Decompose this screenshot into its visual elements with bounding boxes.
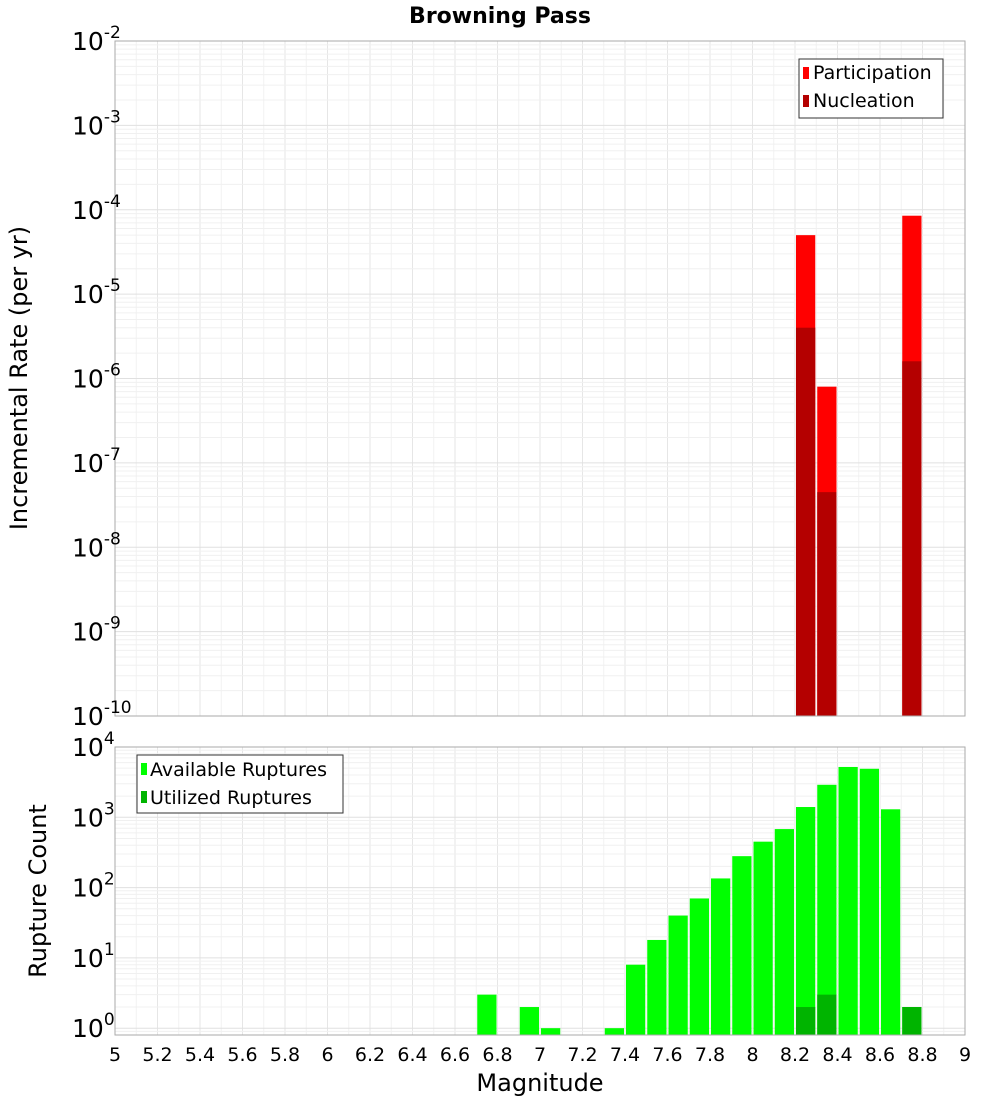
legend-label-utilized-ruptures: Utilized Ruptures [150, 787, 312, 809]
bottom-series-a-bar [732, 856, 752, 1035]
bottom-series-a-bar [817, 784, 837, 1035]
bottom-series-a-bar [477, 994, 497, 1035]
top-bars [796, 215, 922, 716]
x-tick-label: 6.8 [482, 1044, 512, 1066]
x-tick-label: 6.4 [397, 1044, 427, 1066]
y-tick-label: 10-6 [72, 361, 121, 394]
bottom-series-a-bar [626, 964, 646, 1035]
x-tick-label: 7.2 [567, 1044, 597, 1066]
bottom-series-a-bar [647, 939, 667, 1035]
y-tick-label: 10-2 [72, 23, 121, 56]
bottom-panel: 100 101 102 103 104 5 5.2 5.4 5.6 5.8 6 6.2 6.4 6.6 6… [24, 729, 971, 1097]
x-tick-label: 7.8 [695, 1044, 725, 1066]
bottom-series-a-bar [753, 841, 773, 1035]
x-tick-label: 8.8 [907, 1044, 937, 1066]
top-series-b-bar [902, 361, 922, 716]
y-tick-label: 10-5 [72, 276, 121, 309]
y-tick-label: 103 [72, 799, 115, 832]
legend-swatch-available-ruptures [141, 763, 147, 775]
x-tick-label: 5 [109, 1044, 121, 1066]
bottom-series-a-bar [541, 1028, 561, 1035]
legend-swatch-participation [803, 67, 809, 79]
bottom-series-a-bar [838, 766, 858, 1035]
bottom-series-b-bar [902, 1007, 922, 1035]
x-tick-label: 6 [321, 1044, 333, 1066]
x-tick-label: 8 [746, 1044, 758, 1066]
legend-swatch-utilized-ruptures [141, 791, 147, 803]
x-tick-label: 5.4 [185, 1044, 215, 1066]
bottom-series-a-bar [519, 1007, 539, 1035]
y-tick-label: 10-9 [72, 614, 121, 647]
legend-label-nucleation: Nucleation [813, 90, 915, 112]
x-tick-label: 8.6 [865, 1044, 895, 1066]
x-tick-label: 8.2 [780, 1044, 810, 1066]
top-legend-box [798, 58, 944, 119]
y-tick-label: 10-3 [72, 107, 121, 140]
x-tick-label: 5.6 [227, 1044, 257, 1066]
y-tick-label: 100 [72, 1010, 115, 1043]
x-axis-label: Magnitude [476, 1069, 603, 1097]
bottom-series-b-bar [817, 994, 837, 1035]
x-tick-label: 9 [959, 1044, 971, 1066]
x-tick-label: 6.6 [440, 1044, 470, 1066]
legend-label-available-ruptures: Available Ruptures [150, 759, 327, 781]
bottom-series-a-bar [796, 807, 816, 1035]
top-plot-border [114, 40, 966, 717]
bottom-series-a-bar [859, 768, 879, 1035]
bottom-bars [477, 766, 922, 1035]
top-y-axis-label: Incremental Rate (per yr) [5, 226, 33, 530]
y-tick-label: 102 [72, 870, 115, 903]
top-legend: Participation Nucleation [798, 58, 944, 119]
bottom-y-tick-labels: 100 101 102 103 104 [72, 729, 115, 1043]
bottom-plot-border [114, 746, 966, 1036]
top-gridlines [114, 41, 966, 717]
bottom-legend: Available Ruptures Utilized Ruptures [136, 754, 344, 814]
x-tick-label: 7.6 [652, 1044, 682, 1066]
bottom-series-a-bar [668, 915, 688, 1035]
y-tick-label: 104 [72, 729, 115, 762]
y-tick-label: 10-4 [72, 192, 121, 225]
x-tick-label: 5.2 [142, 1044, 172, 1066]
bottom-legend-box [136, 754, 344, 814]
bottom-series-a-bar [689, 898, 709, 1035]
bottom-series-a-bar [604, 1028, 624, 1035]
legend-swatch-nucleation [803, 95, 809, 107]
top-series-b-bar [796, 327, 816, 716]
x-tick-label: 8.4 [822, 1044, 852, 1066]
bottom-series-a-bar [881, 809, 901, 1035]
bottom-series-a-bar [711, 878, 731, 1035]
top-series-b-bar [817, 492, 837, 716]
chart-title: Browning Pass [409, 4, 591, 29]
y-tick-label: 101 [72, 940, 115, 973]
x-tick-label: 7.4 [610, 1044, 640, 1066]
top-y-tick-labels: 10-10 10-9 10-8 10-7 10-6 10-5 10-4 10-3 10-2 [72, 23, 132, 731]
y-tick-label: 10-8 [72, 529, 121, 562]
bottom-series-b-bar [796, 1007, 816, 1035]
legend-label-participation: Participation [813, 62, 932, 84]
x-tick-label: 5.8 [270, 1044, 300, 1066]
x-tick-label: 7 [534, 1044, 546, 1066]
bottom-series-a-bar [774, 829, 794, 1035]
x-tick-label: 6.2 [355, 1044, 385, 1066]
y-tick-label: 10-10 [72, 698, 132, 731]
bottom-y-axis-label: Rupture Count [24, 804, 52, 978]
x-tick-labels: 5 5.2 5.4 5.6 5.8 6 6.2 6.4 6.6 6.8 7 7.2 7.4 7.6 7.8 8… [109, 1044, 971, 1066]
y-tick-label: 10-7 [72, 445, 121, 478]
top-panel: 10-10 10-9 10-8 10-7 10-6 10-5 10-4 10-3 10-2 In… [5, 23, 966, 731]
